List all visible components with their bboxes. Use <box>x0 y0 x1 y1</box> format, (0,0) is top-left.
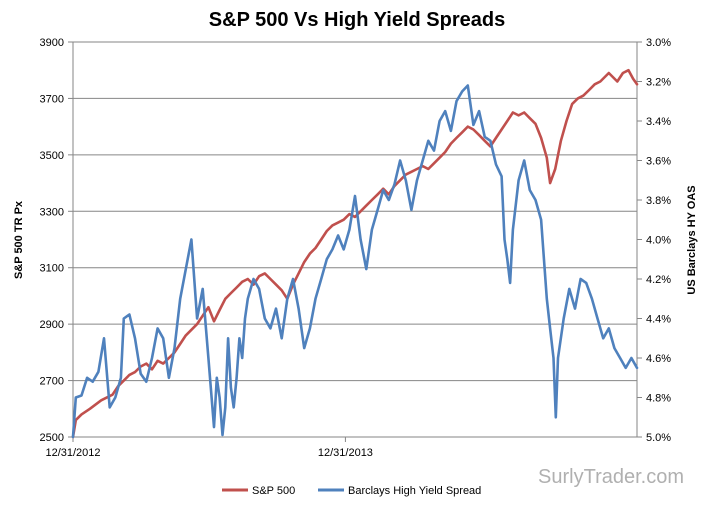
right-tick-label: 3.8% <box>646 195 671 207</box>
legend: S&P 500 Barclays High Yield Spread <box>222 485 481 497</box>
left-tick-label: 3500 <box>40 150 64 162</box>
right-tick-label: 4.6% <box>646 353 671 365</box>
left-tick-label: 2500 <box>40 432 64 444</box>
legend-label-sp500: S&P 500 <box>252 485 295 497</box>
left-tick-label: 2700 <box>40 376 64 388</box>
left-tick-label: 3700 <box>40 93 64 105</box>
left-axis-ticks: 2500 2700 2900 3100 3300 3500 3700 3900 <box>40 37 73 444</box>
left-tick-label: 3300 <box>40 206 64 218</box>
right-tick-label: 3.4% <box>646 116 671 128</box>
left-tick-label: 3900 <box>40 37 64 49</box>
left-axis-label: S&P 500 TR Px <box>13 200 25 279</box>
right-tick-label: 4.8% <box>646 393 671 405</box>
right-tick-label: 3.0% <box>646 37 671 49</box>
right-axis-label: US Barclays HY OAS <box>686 185 698 294</box>
series-layer <box>71 68 639 439</box>
left-tick-label: 2900 <box>40 319 64 331</box>
x-tick-label: 12/31/2012 <box>45 447 100 459</box>
watermark: SurlyTrader.com <box>538 466 684 488</box>
left-tick-label: 3100 <box>40 263 64 275</box>
right-tick-label: 4.2% <box>646 274 671 286</box>
right-tick-label: 4.4% <box>646 314 671 326</box>
right-tick-label: 3.6% <box>646 156 671 168</box>
right-axis-ticks: 3.0% 3.2% 3.4% 3.6% 3.8% 4.0% 4.2% 4.4% 4.6% 4.8%… <box>637 37 671 444</box>
gridlines <box>73 41 637 438</box>
chart-title: S&P 500 Vs High Yield Spreads <box>209 9 505 31</box>
series-line-high-yield <box>71 84 639 439</box>
right-tick-label: 4.0% <box>646 235 671 247</box>
x-tick-label: 12/31/2013 <box>318 447 373 459</box>
x-axis-ticks: 12/31/2012 12/31/2013 <box>45 437 373 459</box>
right-tick-label: 3.2% <box>646 77 671 89</box>
legend-label-high-yield: Barclays High Yield Spread <box>348 485 481 497</box>
series-line-sp500 <box>71 68 639 439</box>
right-tick-label: 5.0% <box>646 432 671 444</box>
